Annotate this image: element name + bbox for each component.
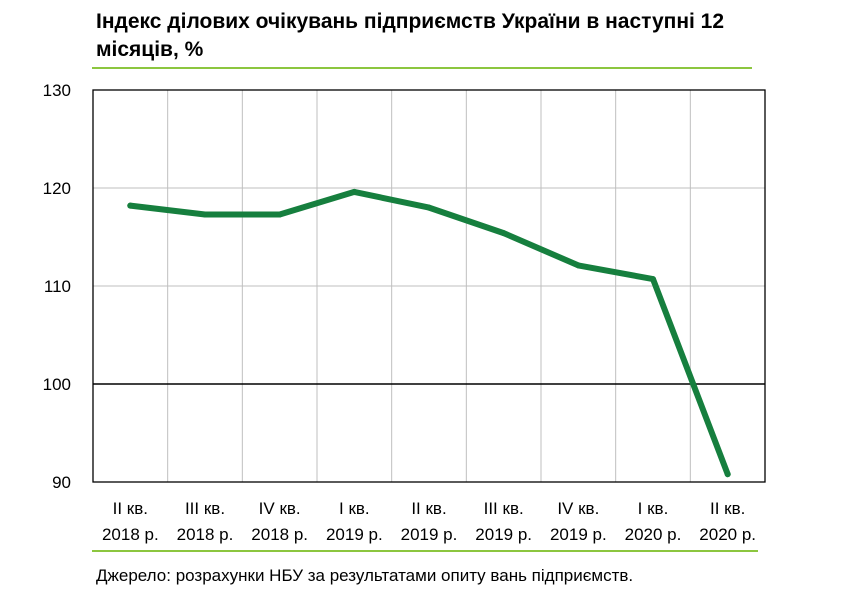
data-point	[650, 276, 656, 283]
data-point	[351, 188, 358, 195]
y-tick-labels: 90 100 110 120 130	[43, 81, 71, 492]
x-tick-label-year: 2018 р.	[251, 525, 308, 544]
x-tick-label-year: 2019 р.	[401, 525, 458, 544]
footer-rule	[92, 550, 758, 552]
y-tick-label: 130	[43, 81, 71, 100]
y-tick-label: 90	[52, 473, 71, 492]
x-tick-label: III кв.	[484, 499, 524, 518]
data-point	[575, 262, 582, 269]
title-underline	[92, 67, 752, 69]
source-note: Джерело: розрахунки НБУ за результатами …	[96, 566, 634, 585]
y-tick-label: 100	[43, 375, 71, 394]
data-point	[426, 204, 432, 211]
chart-title: Індекс ділових очікувань підприємств Укр…	[96, 10, 725, 61]
x-tick-label: I кв.	[339, 499, 370, 518]
y-tick-label: 110	[44, 277, 71, 296]
data-point	[202, 211, 208, 218]
x-tick-label-year: 2020 р.	[625, 525, 682, 544]
x-tick-label: IV кв.	[557, 499, 599, 518]
data-point	[127, 202, 134, 209]
data-point	[276, 211, 283, 218]
x-tick-label: II кв.	[710, 499, 745, 518]
plot-frame	[92, 89, 766, 483]
axes	[92, 89, 766, 483]
x-tick-label: IV кв.	[259, 499, 301, 518]
x-tick-label: III кв.	[185, 499, 225, 518]
x-tick-label-year: 2020 р.	[699, 525, 756, 544]
x-tick-label-year: 2018 р.	[102, 525, 159, 544]
x-tick-label-year: 2019 р.	[326, 525, 383, 544]
y-tick-label: 120	[43, 179, 71, 198]
x-tick-label-year: 2019 р.	[475, 525, 532, 544]
data-point	[500, 230, 507, 237]
series-line	[127, 188, 731, 478]
x-tick-label-year: 2018 р.	[177, 525, 234, 544]
x-tick-label: I кв.	[638, 499, 669, 518]
x-tick-label: II кв.	[113, 499, 148, 518]
x-tick-label-year: 2019 р.	[550, 525, 607, 544]
x-tick-label: II кв.	[411, 499, 446, 518]
data-point	[724, 471, 731, 478]
series	[127, 188, 731, 478]
x-tick-labels: II кв. 2018 р. III кв. 2018 р. IV кв. 2018 р.…	[102, 499, 756, 544]
grid-lines	[93, 90, 765, 482]
